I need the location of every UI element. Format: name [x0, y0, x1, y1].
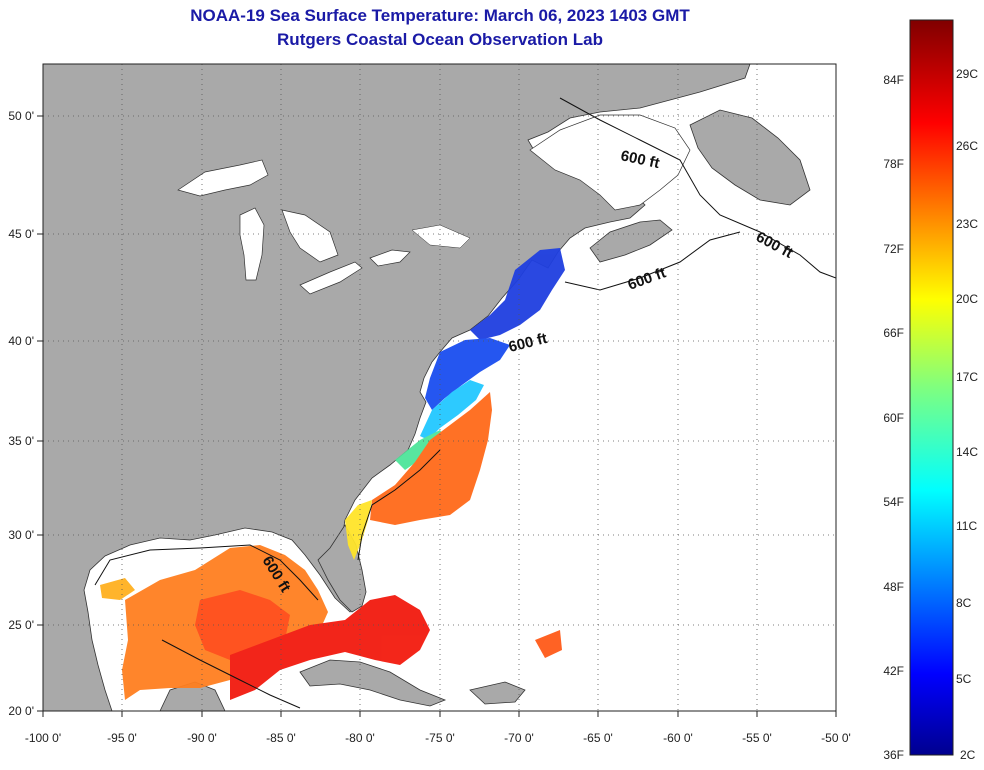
lake-superior: [177, 159, 269, 197]
lat-label: 25 0': [8, 618, 34, 632]
sst-bahamas-orange: [535, 630, 562, 658]
sst-gulf-of-maine-cold: [470, 248, 565, 340]
colorbar-f-label: 48F: [883, 580, 904, 594]
land-cuba: [299, 659, 447, 707]
colorbar-f-label: 78F: [883, 157, 904, 171]
colorbar-f-label: 72F: [883, 242, 904, 256]
lat-label: 50 0': [8, 109, 34, 123]
colorbar-f-label: 66F: [883, 326, 904, 340]
colorbar-c-label: 26C: [956, 139, 978, 153]
sst-caribbean-straits: [230, 595, 430, 700]
colorbar-c-label: 2C: [960, 748, 976, 762]
lake-huron: [281, 209, 339, 263]
colorbar-c-label: 23C: [956, 217, 978, 231]
colorbar-c-label: 8C: [956, 596, 972, 610]
lon-label: -55 0': [742, 731, 772, 745]
lake-ontario: [369, 249, 411, 267]
lake-michigan: [239, 207, 265, 281]
sst-shelf-cyan: [420, 380, 484, 440]
frame-ticks: [37, 115, 837, 717]
map-title: NOAA-19 Sea Surface Temperature: March 0…: [190, 6, 690, 25]
colorbar-f-label: 60F: [883, 411, 904, 425]
colorbar-f-label: 54F: [883, 495, 904, 509]
lat-label: 20 0': [8, 704, 34, 718]
lon-label: -65 0': [583, 731, 613, 745]
lon-label: -75 0': [425, 731, 455, 745]
sst-gulf-yellow-patch: [100, 578, 135, 600]
lat-label: 30 0': [8, 528, 34, 542]
sst-mid-atlantic-shelf: [425, 338, 510, 410]
colorbar-celsius-labels: 29C 26C 23C 20C 17C 14C 11C 8C 5C 2C: [956, 67, 978, 762]
lon-label: -95 0': [107, 731, 137, 745]
latitude-labels: 20 0' 25 0' 30 0' 35 0' 40 0' 45 0' 50 0…: [8, 109, 34, 718]
land-newfoundland: [689, 109, 811, 206]
hudson-area-lakes: [411, 224, 471, 249]
lon-label: -90 0': [187, 731, 217, 745]
lon-label: -85 0': [266, 731, 296, 745]
colorbar-f-label: 42F: [883, 664, 904, 678]
land-nova-scotia: [589, 219, 673, 263]
sst-florida-coastal-yellow: [345, 500, 372, 560]
lake-erie: [299, 261, 363, 295]
colorbar-c-label: 14C: [956, 445, 978, 459]
isobath-600ft: [94, 97, 836, 709]
lat-label: 35 0': [8, 434, 34, 448]
colorbar-f-label: 84F: [883, 73, 904, 87]
graticule: [43, 64, 836, 711]
colorbar-f-label: 36F: [883, 748, 904, 762]
lon-label: -70 0': [504, 731, 534, 745]
lon-label: -100 0': [25, 731, 61, 745]
longitude-labels: -100 0' -95 0' -90 0' -85 0' -80 0' -75 …: [25, 731, 851, 745]
colorbar-c-label: 5C: [956, 672, 972, 686]
colorbar-fahrenheit-labels: 84F 78F 72F 66F 60F 54F 48F 42F 36F: [883, 73, 904, 762]
map-subtitle: Rutgers Coastal Ocean Observation Lab: [277, 30, 603, 49]
land-hispaniola: [469, 681, 526, 705]
temperature-colorbar: [909, 19, 954, 756]
gulf-of-st-lawrence: [529, 114, 691, 211]
lon-label: -60 0': [663, 731, 693, 745]
colorbar-c-label: 29C: [956, 67, 978, 81]
lon-label: -80 0': [345, 731, 375, 745]
colorbar-c-label: 11C: [956, 519, 977, 533]
lat-label: 45 0': [8, 227, 34, 241]
colorbar-c-label: 20C: [956, 292, 978, 306]
colorbar-c-label: 17C: [956, 370, 978, 384]
lon-label: -50 0': [821, 731, 851, 745]
lat-label: 40 0': [8, 334, 34, 348]
